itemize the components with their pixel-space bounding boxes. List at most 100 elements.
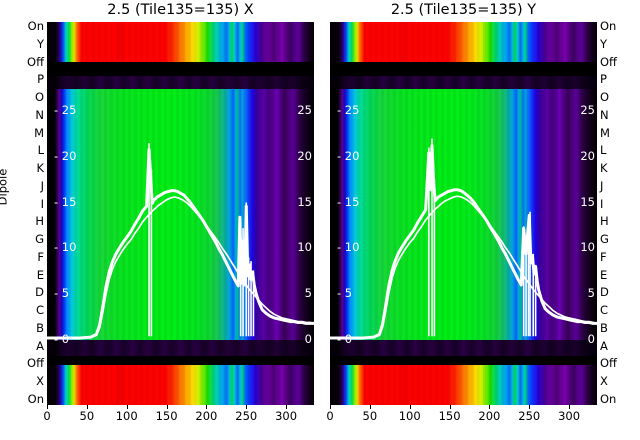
xaxis-tick [529,405,531,409]
band-lower-gap-right [330,355,597,365]
dipole-tick-label: Off [27,54,44,69]
band-main-field-right [330,89,597,340]
dipole-tick-label: C [600,303,609,318]
xaxis-tick [246,405,248,409]
xaxis-tick-label: 0 [326,409,334,423]
dipole-tick-label: P [600,72,607,87]
dipole-ticks-left: On Y Off P O N M L K J I H G F E D C B A Off X On [10,19,44,405]
xaxis-tick-label: 250 [518,409,541,423]
inner-ytick: - 5 [337,286,353,301]
xaxis-tick-label: 50 [362,409,378,423]
dipole-tick-label: G [600,232,609,247]
xaxis-tick-label: 100 [115,409,138,423]
dipole-tick-label: A [36,338,44,353]
dipole-tick-label: On [600,19,617,33]
dipole-tick-label: C [35,303,44,318]
dipole-tick-label: M [600,125,610,140]
dipole-tick-label: L [37,143,44,158]
dipole-tick-label: K [600,161,608,176]
dipole-tick-label: Y [36,36,44,51]
xaxis-tick [449,405,451,409]
dipole-tick-label: Off [600,356,617,371]
dipole-tick-label: G [35,232,44,247]
band-upper-gap-right [330,62,597,76]
dipole-tick-label: L [600,143,607,158]
xaxis-tick [166,405,168,409]
inner-ytick: 25 [580,102,595,117]
inner-ytick: 15 [297,194,312,209]
dipole-tick-label: P [37,72,44,87]
dipole-tick-label: K [36,161,44,176]
dipole-tick-label: J [600,178,604,193]
dipole-tick-label: B [600,320,608,335]
dipole-tick-label: F [37,249,44,264]
dipole-tick-label: N [35,107,44,122]
ylabel-dipole: Dipole [0,168,10,206]
inner-ytick: 15 [580,194,595,209]
xaxis-tick [126,405,128,409]
xaxis-tick-label: 150 [438,409,461,423]
band-lower-dim-left [47,339,314,356]
band-upper-gap-left [47,62,314,76]
dipole-tick-label: E [600,267,608,282]
inner-ytick: - 15 [337,194,360,209]
band-upper-dim-left [47,75,314,89]
inner-ytick: - 25 [54,102,77,117]
xaxis-left: 0 50 100 150 200 250 300 [43,405,314,440]
xaxis-tick-label: 50 [79,409,95,423]
xaxis-tick-label: 200 [195,409,218,423]
xaxis-tick-label: 300 [558,409,581,423]
inner-ytick: 25 [297,102,312,117]
dipole-tick-label: On [600,392,617,406]
panel-left-title: 2.5 (Tile135=135) X [107,2,254,18]
panel-right-title: 2.5 (Tile135=135) Y [390,2,537,18]
xaxis-tick [369,405,371,409]
xaxis-tick [286,405,288,409]
inner-ytick: - 0 [54,331,70,346]
heatmap-panel-left[interactable]: - 25 - 20 - 15 - 10 - 5 - 0 25 20 15 10 5 0 [47,22,314,405]
band-lower-gap-left [47,355,314,365]
xaxis-tick-label: 200 [478,409,501,423]
inner-ytick: - 25 [337,102,360,117]
band-main-field-left [47,89,314,340]
inner-ytick: 20 [580,148,595,163]
xaxis-tick-label: 250 [235,409,258,423]
band-bottom-rainbow-left [47,364,314,405]
inner-ytick: - 15 [54,194,77,209]
inner-ytick: 10 [297,240,312,255]
xaxis-tick-label: 100 [398,409,421,423]
dipole-tick-label: Off [27,356,44,371]
inner-ytick: 0 [587,331,595,346]
xaxis-tick [489,405,491,409]
xaxis-tick [86,405,88,409]
inner-ytick: - 0 [337,331,353,346]
xaxis-tick [569,405,571,409]
dipole-tick-label: N [600,107,609,122]
dipole-ticks-right: On Y Off P O N M L K J I H G F E D C B A Off X On [600,19,634,406]
dipole-tick-label: On [27,19,44,33]
dipole-tick-label: X [36,374,44,389]
dipole-tick-label: D [600,285,609,300]
inner-ytick: - 5 [54,286,70,301]
band-lower-dim-right [330,339,597,356]
dipole-tick-label: H [600,214,609,229]
dipole-tick-label: J [40,178,44,193]
heatmap-panel-right[interactable]: - 25 - 20 - 15 - 10 - 5 - 0 25 20 15 10 5 0 [330,22,597,405]
inner-ytick: - 10 [54,240,77,255]
dipole-tick-label: F [600,249,607,264]
band-bottom-rainbow-right [330,364,597,405]
dipole-tick-label: Y [600,36,608,51]
xaxis-tick [330,405,331,409]
dipole-tick-label: D [35,285,44,300]
inner-ytick: - 20 [54,148,77,163]
inner-ytick: - 10 [337,240,360,255]
inner-ytick: 5 [304,286,312,301]
dipole-tick-label: O [600,90,610,105]
dipole-tick-label: I [40,196,44,211]
xaxis-tick-label: 300 [275,409,298,423]
xaxis-tick [47,405,48,409]
dipole-tick-label: H [35,214,44,229]
xaxis-tick-label: 0 [43,409,51,423]
dipole-tick-label: B [36,320,44,335]
